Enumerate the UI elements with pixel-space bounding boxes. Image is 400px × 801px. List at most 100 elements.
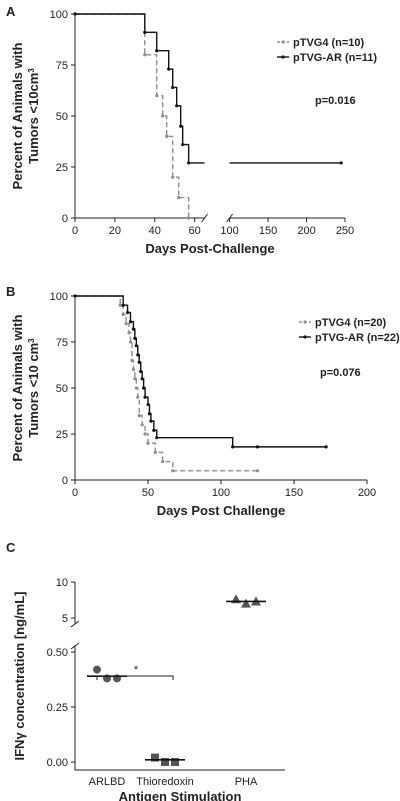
y-tick-label: 0.25 (47, 702, 68, 714)
legend-label: pTVG-AR (n=22) (315, 332, 400, 344)
y-tick-label: 25 (56, 429, 68, 441)
event-marker (134, 386, 138, 390)
x-tick-label: 200 (297, 225, 315, 237)
y-axis-label: IFNγ concentration [ng/mL] (12, 592, 27, 761)
event-marker (143, 30, 147, 34)
legend-swatch-marker (281, 55, 285, 59)
event-marker (121, 303, 125, 307)
event-marker (140, 377, 144, 381)
event-marker (161, 460, 165, 464)
axis-break (201, 213, 233, 223)
y-tick-label: 75 (56, 60, 68, 72)
survival-line (75, 295, 327, 448)
event-marker (133, 336, 137, 340)
y-tick-label: 50 (56, 111, 68, 123)
event-marker (161, 114, 165, 118)
y-tick-label: 0.50 (47, 647, 68, 659)
event-marker (153, 450, 157, 454)
event-marker (187, 216, 191, 220)
y-tick-label: 100 (50, 291, 68, 303)
event-marker (155, 436, 159, 440)
event-marker (124, 322, 128, 326)
event-marker (255, 445, 260, 449)
x-tick-label: 150 (285, 487, 303, 499)
event-marker (165, 134, 169, 138)
event-marker (136, 395, 140, 399)
significance-label: * (134, 664, 139, 676)
x-tick-label: Thioredoxin (136, 776, 193, 788)
event-marker (121, 312, 125, 316)
y-axis-label-superscript: 3 (27, 68, 36, 73)
y-tick-label: 10 (56, 577, 68, 589)
legend-swatch-marker (281, 40, 285, 44)
y-tick-label: 0 (62, 475, 68, 487)
x-tick-label: 200 (358, 487, 376, 499)
event-marker (187, 161, 191, 165)
event-marker (142, 386, 146, 390)
legend-label: pTVG4 (n=20) (315, 317, 387, 329)
annotation: p=0.076 (320, 367, 361, 379)
event-marker (171, 85, 175, 90)
x-tick-label: 20 (109, 225, 121, 237)
event-marker (130, 358, 134, 362)
event-marker (167, 67, 171, 71)
y-axis-label: Percent of Animals with (10, 315, 25, 462)
significance-bracket (96, 675, 174, 680)
x-tick-label: 0 (72, 225, 78, 237)
y-tick-label: 0 (62, 213, 68, 225)
y-tick-label: 0.00 (47, 757, 68, 769)
x-tick-label: PHA (235, 776, 258, 788)
legend-swatch-marker (303, 320, 307, 324)
y-axis-label: Tumors <10 cm3 (26, 338, 41, 438)
y-axis (74, 582, 285, 771)
x-axis-label: Days Post Challenge (157, 503, 286, 518)
event-marker (128, 340, 133, 344)
event-marker (175, 104, 179, 108)
event-marker (133, 377, 137, 381)
x-tick-label: 100 (212, 487, 230, 499)
event-marker (146, 402, 150, 407)
x-tick-label: 40 (149, 225, 161, 237)
event-marker (339, 161, 343, 165)
event-marker (152, 428, 156, 432)
event-marker (143, 432, 147, 436)
panel-label: B (6, 284, 15, 299)
data-point (151, 753, 159, 762)
event-marker (137, 414, 141, 418)
annotation: p=0.016 (315, 95, 356, 107)
event-marker (136, 353, 140, 357)
data-point (93, 665, 101, 674)
y-tick-label: 50 (56, 383, 68, 395)
legend-swatch-marker (303, 335, 307, 339)
x-axis-label: Days Post-Challenge (145, 241, 274, 256)
x-tick-label: 50 (142, 487, 154, 499)
x-tick-label: 100 (220, 225, 238, 237)
data-point (241, 598, 251, 608)
data-point (161, 758, 169, 766)
y-tick-label: 5 (62, 613, 68, 625)
event-marker (155, 49, 159, 53)
event-marker (137, 360, 141, 364)
event-marker (140, 423, 144, 427)
event-marker (255, 469, 260, 473)
y-axis-label: Tumors <10cm3 (26, 68, 41, 164)
survival-line (75, 295, 258, 472)
event-marker (118, 303, 122, 307)
x-tick-label: 60 (189, 225, 201, 237)
y-axis-label-superscript: 3 (27, 338, 36, 343)
event-marker (181, 142, 185, 147)
y-axis-label-line: Tumors <10 cm (26, 343, 41, 438)
event-marker (134, 344, 138, 348)
y-axis-label: Percent of Animals with (10, 43, 25, 190)
event-marker (149, 419, 153, 423)
event-marker (143, 395, 147, 399)
event-marker (171, 175, 175, 179)
axis-break (70, 620, 80, 650)
y-tick-label: 100 (50, 9, 68, 21)
x-axis-label: Antigen Stimulation (119, 789, 242, 801)
event-marker (127, 331, 131, 335)
legend-label: pTVG-AR (n=11) (293, 52, 377, 64)
event-marker (131, 327, 135, 331)
y-tick-label: 25 (56, 162, 68, 174)
